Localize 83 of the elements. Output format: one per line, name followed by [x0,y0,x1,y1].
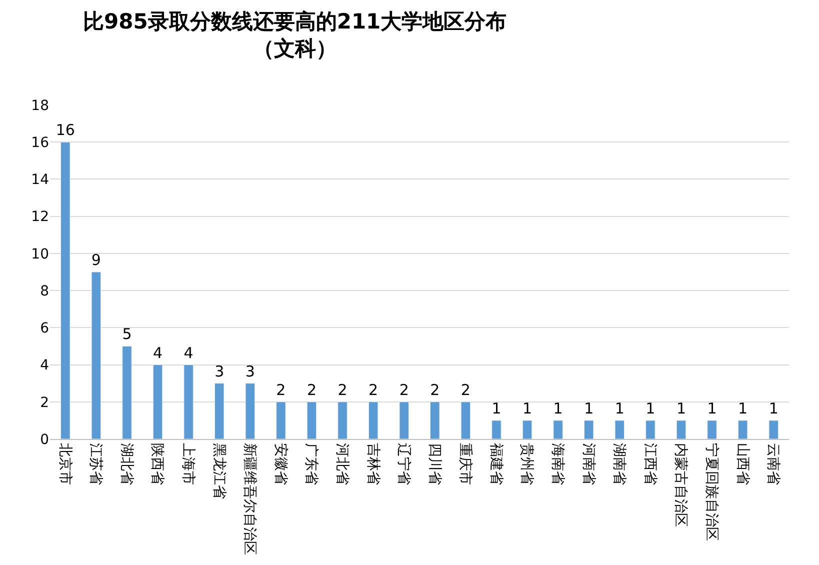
data-label: 4 [184,344,194,362]
x-tick-label: 贵州省 [518,442,535,485]
x-tick-label: 湖北省 [118,442,134,485]
bar [399,402,409,439]
x-tick-label: 河北省 [334,442,350,485]
data-label: 4 [152,344,163,362]
y-tick-label: 2 [40,394,49,411]
x-tick-label: 广东省 [303,442,320,485]
bar [306,402,317,439]
x-tick-label: 四川省 [426,442,442,485]
bar [553,420,563,439]
bar [91,272,102,439]
data-label: 5 [122,325,132,344]
y-tick-label: 18 [31,98,49,114]
y-tick-label: 14 [31,172,50,188]
data-label: 16 [56,121,75,140]
x-tick-label: 内蒙古自治区 [672,442,689,527]
x-tick-label: 辽宁省 [396,442,412,485]
bar [184,364,194,439]
data-label: 1 [707,399,717,418]
data-label: 3 [214,362,224,380]
x-tick-label: 山西省 [734,442,750,485]
bar [214,383,224,439]
bar [460,402,471,439]
x-tick-label: 黑龙江省 [210,442,227,499]
bar [707,420,717,439]
x-tick-label: 上海市 [180,442,196,485]
y-tick-label: 4 [40,358,50,374]
data-label: 9 [91,251,101,269]
data-label: 2 [338,380,348,399]
bar [522,420,532,439]
bar [676,420,686,439]
data-label: 1 [646,399,656,418]
y-tick-label: 10 [31,246,49,262]
y-tick-label: 12 [31,209,49,226]
data-label: 1 [614,399,624,418]
data-label: 3 [245,362,255,380]
y-tick-label: 6 [40,320,50,337]
x-tick-label: 重庆市 [457,442,474,485]
chart-title: 比985录取分数线还要高的211大学地区分布（文科） [83,9,507,61]
x-tick-label: 福建省 [488,442,504,485]
x-tick-label: 安徽省 [272,442,288,485]
data-label: 2 [430,380,440,399]
data-label: 1 [492,399,502,418]
data-label: 1 [522,399,532,418]
x-tick-label: 北京市 [56,442,73,485]
bar [768,420,778,439]
data-label: 2 [399,380,409,399]
bar [368,402,378,439]
bar [430,402,440,439]
y-tick-label: 0 [40,432,49,448]
bar [338,402,348,439]
data-label: 1 [553,399,563,418]
bar [492,420,502,439]
data-label: 2 [368,380,378,399]
bar [152,364,163,439]
bar [245,383,256,439]
bar [614,420,625,439]
bar [738,420,748,439]
data-label: 1 [738,399,748,418]
data-label: 1 [584,399,594,418]
x-tick-label: 云南省 [765,442,782,485]
x-tick-label: 宁夏回族自治区 [703,442,720,541]
bar [276,402,286,439]
x-tick-label: 湖南省 [611,442,628,485]
x-tick-label: 江西省 [642,442,658,485]
bar [60,142,70,439]
bar [646,420,656,439]
x-tick-label: 江苏省 [88,442,104,485]
data-label: 1 [676,399,686,418]
x-tick-label: 海南省 [550,442,566,485]
x-tick-label: 吉林省 [364,442,381,485]
bar [584,420,594,439]
x-tick-label: 河南省 [580,442,596,485]
data-label: 2 [276,380,286,399]
y-tick-label: 16 [31,135,50,152]
y-tick-label: 8 [40,283,49,300]
x-tick-label: 陕西省 [149,442,166,485]
data-label: 2 [306,380,317,399]
data-label: 1 [768,399,778,418]
x-tick-label: 新疆维吾尔自治区 [242,442,258,555]
bar [122,346,132,439]
data-label: 2 [460,380,470,399]
